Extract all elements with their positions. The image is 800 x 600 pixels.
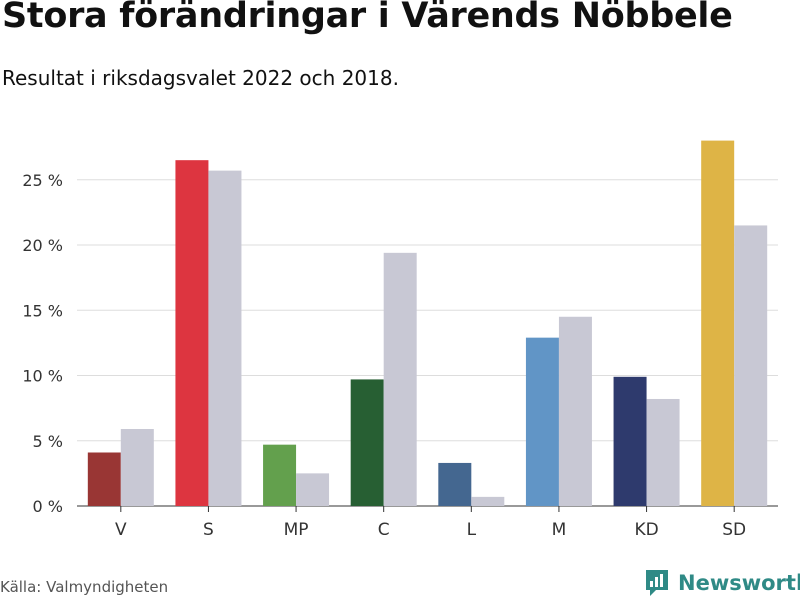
y-tick-label: 10 % (22, 367, 63, 386)
x-tick-label: SD (722, 520, 746, 540)
x-tick-label: S (203, 520, 214, 540)
bar-2022-mp (263, 444, 297, 506)
bar-2018-sd (734, 225, 768, 507)
bar-2022-s (175, 160, 209, 507)
x-tick-label: V (115, 520, 127, 540)
x-tick-label: M (552, 520, 567, 540)
y-tick-label: 20 % (22, 236, 63, 255)
bar-2022-sd (701, 140, 735, 506)
bar-2018-mp (296, 473, 330, 506)
chart-subtitle: Resultat i riksdagsvalet 2022 och 2018. (2, 66, 399, 90)
bar-2018-v (120, 429, 154, 506)
chart-title: Stora förändringar i Värends Nöbbele (2, 0, 733, 36)
y-tick-label: 25 % (22, 171, 63, 190)
x-tick-label: MP (284, 520, 309, 540)
bar-2022-v (87, 452, 121, 506)
bar-2022-m (525, 337, 559, 506)
y-tick-label: 5 % (33, 432, 63, 451)
bars (87, 140, 768, 507)
bar-2022-c (350, 379, 384, 506)
bar-2018-c (383, 252, 417, 506)
bar-2018-m (558, 316, 592, 506)
x-tick-label: L (467, 520, 477, 540)
brand-name: Newsworthy (678, 571, 800, 595)
y-tick-label: 0 % (33, 497, 63, 516)
bar-2022-l (438, 462, 472, 506)
bar-2018-l (471, 496, 505, 506)
source-label: Källa: Valmyndigheten (0, 578, 169, 596)
x-axis-ticks: V S MP C L M KD SD (115, 506, 746, 540)
bar-chart: 0 % 5 % 10 % 15 % 20 % 25 % V S MP C L M KD SD (22, 140, 778, 540)
brand-logo[interactable]: Newsworthy (644, 568, 800, 598)
x-tick-label: C (378, 520, 390, 540)
y-axis-ticks: 0 % 5 % 10 % 15 % 20 % 25 % (22, 171, 63, 516)
y-tick-label: 15 % (22, 301, 63, 320)
newsworthy-logo-icon (646, 570, 668, 596)
bar-2018-s (208, 170, 242, 507)
bar-2022-kd (613, 376, 647, 506)
x-tick-label: KD (634, 520, 658, 540)
bar-2018-kd (646, 398, 680, 506)
